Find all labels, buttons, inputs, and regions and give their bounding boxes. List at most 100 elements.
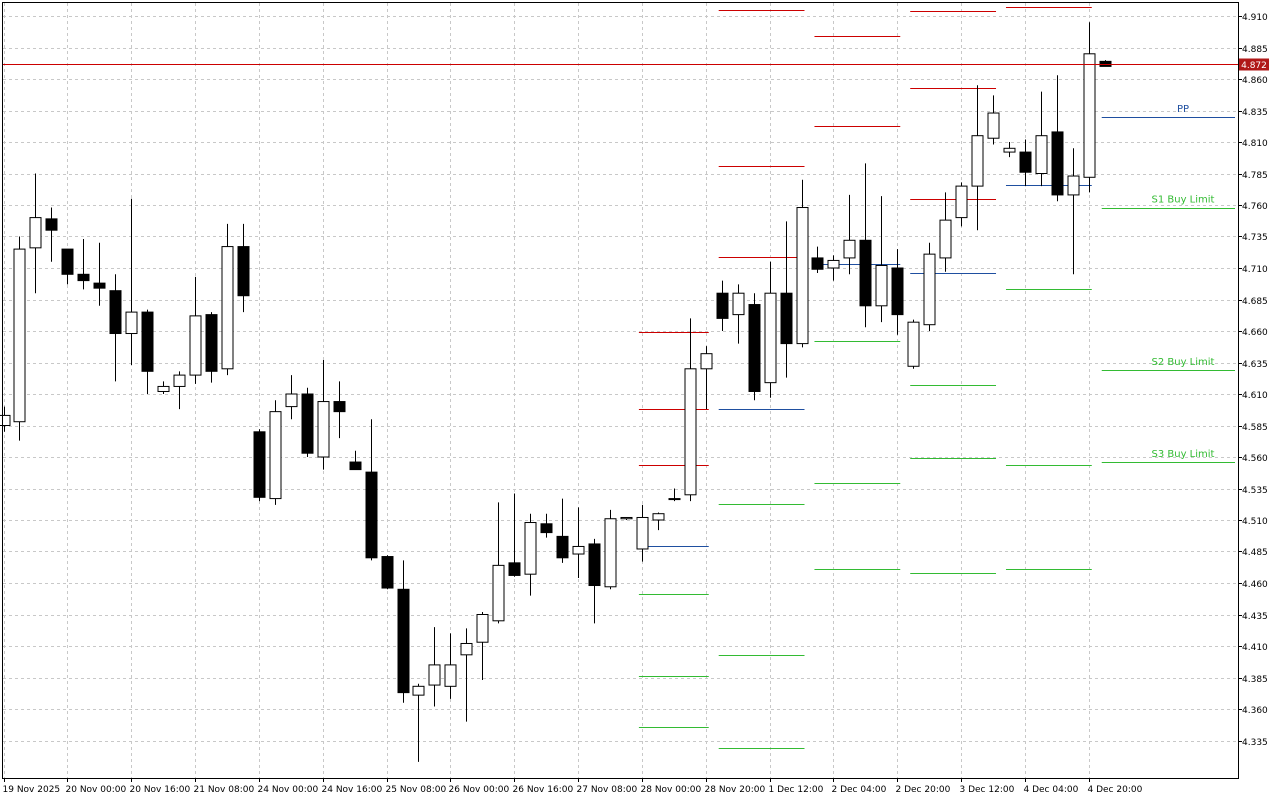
- candle-body-bearish: [716, 292, 729, 319]
- candle-body-bullish: [285, 393, 298, 408]
- candle: [45, 207, 58, 262]
- candle: [939, 192, 952, 272]
- price-tick-label: 4.385: [1242, 675, 1268, 685]
- candle: [572, 507, 585, 578]
- pivot-level-label: PP: [1177, 104, 1189, 115]
- time-tick-label: 26 Nov 16:00: [513, 785, 574, 795]
- candle: [269, 400, 282, 505]
- candle-body-bearish: [891, 267, 904, 316]
- candle-body-bullish: [572, 545, 585, 555]
- candle: [93, 242, 106, 306]
- candle-body-bullish: [492, 564, 505, 622]
- candle-body-bullish: [189, 315, 202, 376]
- candle: [684, 318, 697, 502]
- price-tick-label: 4.810: [1242, 139, 1268, 149]
- pivot-levels: PP S1 Buy Limit S2 Buy Limit S3 Buy Limit: [638, 7, 1235, 749]
- current-price-tag: [1239, 58, 1269, 71]
- candle-body-bearish: [77, 273, 90, 282]
- candle: [732, 284, 745, 344]
- candle: [412, 683, 425, 762]
- candle-body-bullish: [221, 246, 234, 370]
- candle-body-bullish: [971, 135, 984, 187]
- time-tick-label: 3 Dec 12:00: [960, 785, 1015, 795]
- candle: [349, 450, 362, 471]
- candle: [875, 196, 888, 323]
- candle: [780, 221, 793, 378]
- candle-body-bullish: [1067, 175, 1080, 196]
- time-axis[interactable]: 19 Nov 2025 20 Nov 00:00 20 Nov 16:00 21 No…: [3, 778, 1143, 795]
- candle-body-bearish: [556, 535, 569, 559]
- candle: [365, 419, 378, 561]
- candle-body-bearish: [45, 218, 58, 231]
- candle-body-bearish: [397, 588, 410, 694]
- candle: [492, 502, 505, 624]
- candle-body-bearish: [301, 393, 314, 454]
- candle: [301, 387, 314, 457]
- candle-body-bearish: [365, 471, 378, 559]
- candle: [827, 255, 840, 281]
- candle-body-bearish: [1051, 131, 1064, 196]
- candle-body-bullish: [987, 112, 1000, 139]
- price-axis[interactable]: 4.910 4.885 4.860 4.835 4.810 4.785 4.760 4.735…: [1238, 13, 1268, 748]
- price-tick-label: 4.410: [1242, 643, 1268, 653]
- candle-body-bearish: [381, 556, 394, 589]
- price-tick-label: 4.335: [1242, 738, 1268, 748]
- candle-body-bullish: [604, 518, 617, 588]
- candle: [556, 498, 569, 563]
- candle-body-bearish: [508, 562, 521, 576]
- candle: [540, 513, 553, 538]
- candle-body-bullish: [907, 321, 920, 367]
- candle: [77, 239, 90, 290]
- candle-body-bullish: [652, 513, 665, 521]
- candle: [13, 236, 26, 441]
- price-tick-label: 4.435: [1242, 612, 1268, 622]
- candle: [923, 242, 936, 331]
- candle-body-bearish: [61, 248, 74, 275]
- candle: [125, 198, 138, 366]
- candle: [189, 276, 202, 384]
- candle: [205, 312, 218, 383]
- candles: [0, 22, 1112, 762]
- candle: [1051, 75, 1064, 202]
- price-tick-label: 4.510: [1242, 517, 1268, 527]
- candle: [476, 611, 489, 681]
- candle-body-bullish: [428, 664, 441, 686]
- candle-body-bullish: [269, 411, 282, 500]
- price-tick-label: 4.585: [1242, 423, 1268, 433]
- price-tick-label: 4.560: [1242, 454, 1268, 464]
- candle: [397, 560, 410, 703]
- time-tick-label: 4 Dec 04:00: [1024, 785, 1079, 795]
- candle-body-bullish: [939, 219, 952, 259]
- candle-body-bullish: [29, 217, 42, 249]
- candle-body-bearish: [588, 543, 601, 587]
- price-tick-label: 4.785: [1242, 171, 1268, 181]
- candle: [1035, 91, 1048, 187]
- candle: [668, 488, 681, 502]
- candle: [141, 309, 154, 394]
- candle: [955, 182, 968, 227]
- candle-body-bullish: [157, 385, 170, 392]
- grid: [3, 3, 1238, 778]
- candle: [237, 223, 250, 313]
- time-tick-label: 1 Dec 12:00: [769, 785, 824, 795]
- candle: [971, 85, 984, 231]
- candle: [428, 627, 441, 707]
- time-tick-label: 20 Nov 16:00: [130, 785, 191, 795]
- candle: [285, 375, 298, 420]
- pivot-level-label: S1 Buy Limit: [1152, 195, 1215, 206]
- candle-body-bearish: [1099, 60, 1112, 67]
- candle: [652, 512, 665, 531]
- candle-body-bearish: [237, 246, 250, 297]
- candle: [843, 194, 856, 275]
- candle-body-bullish: [955, 185, 968, 219]
- candle-body-bullish: [317, 401, 330, 458]
- candle-body-bearish: [109, 290, 122, 335]
- candle: [987, 95, 1000, 145]
- price-tick-label: 4.460: [1242, 580, 1268, 590]
- candle: [811, 246, 824, 274]
- candle-body-bearish: [811, 257, 824, 270]
- candle-body-bullish: [460, 642, 473, 656]
- candle: [333, 381, 346, 439]
- candle-body-bullish: [1003, 147, 1016, 153]
